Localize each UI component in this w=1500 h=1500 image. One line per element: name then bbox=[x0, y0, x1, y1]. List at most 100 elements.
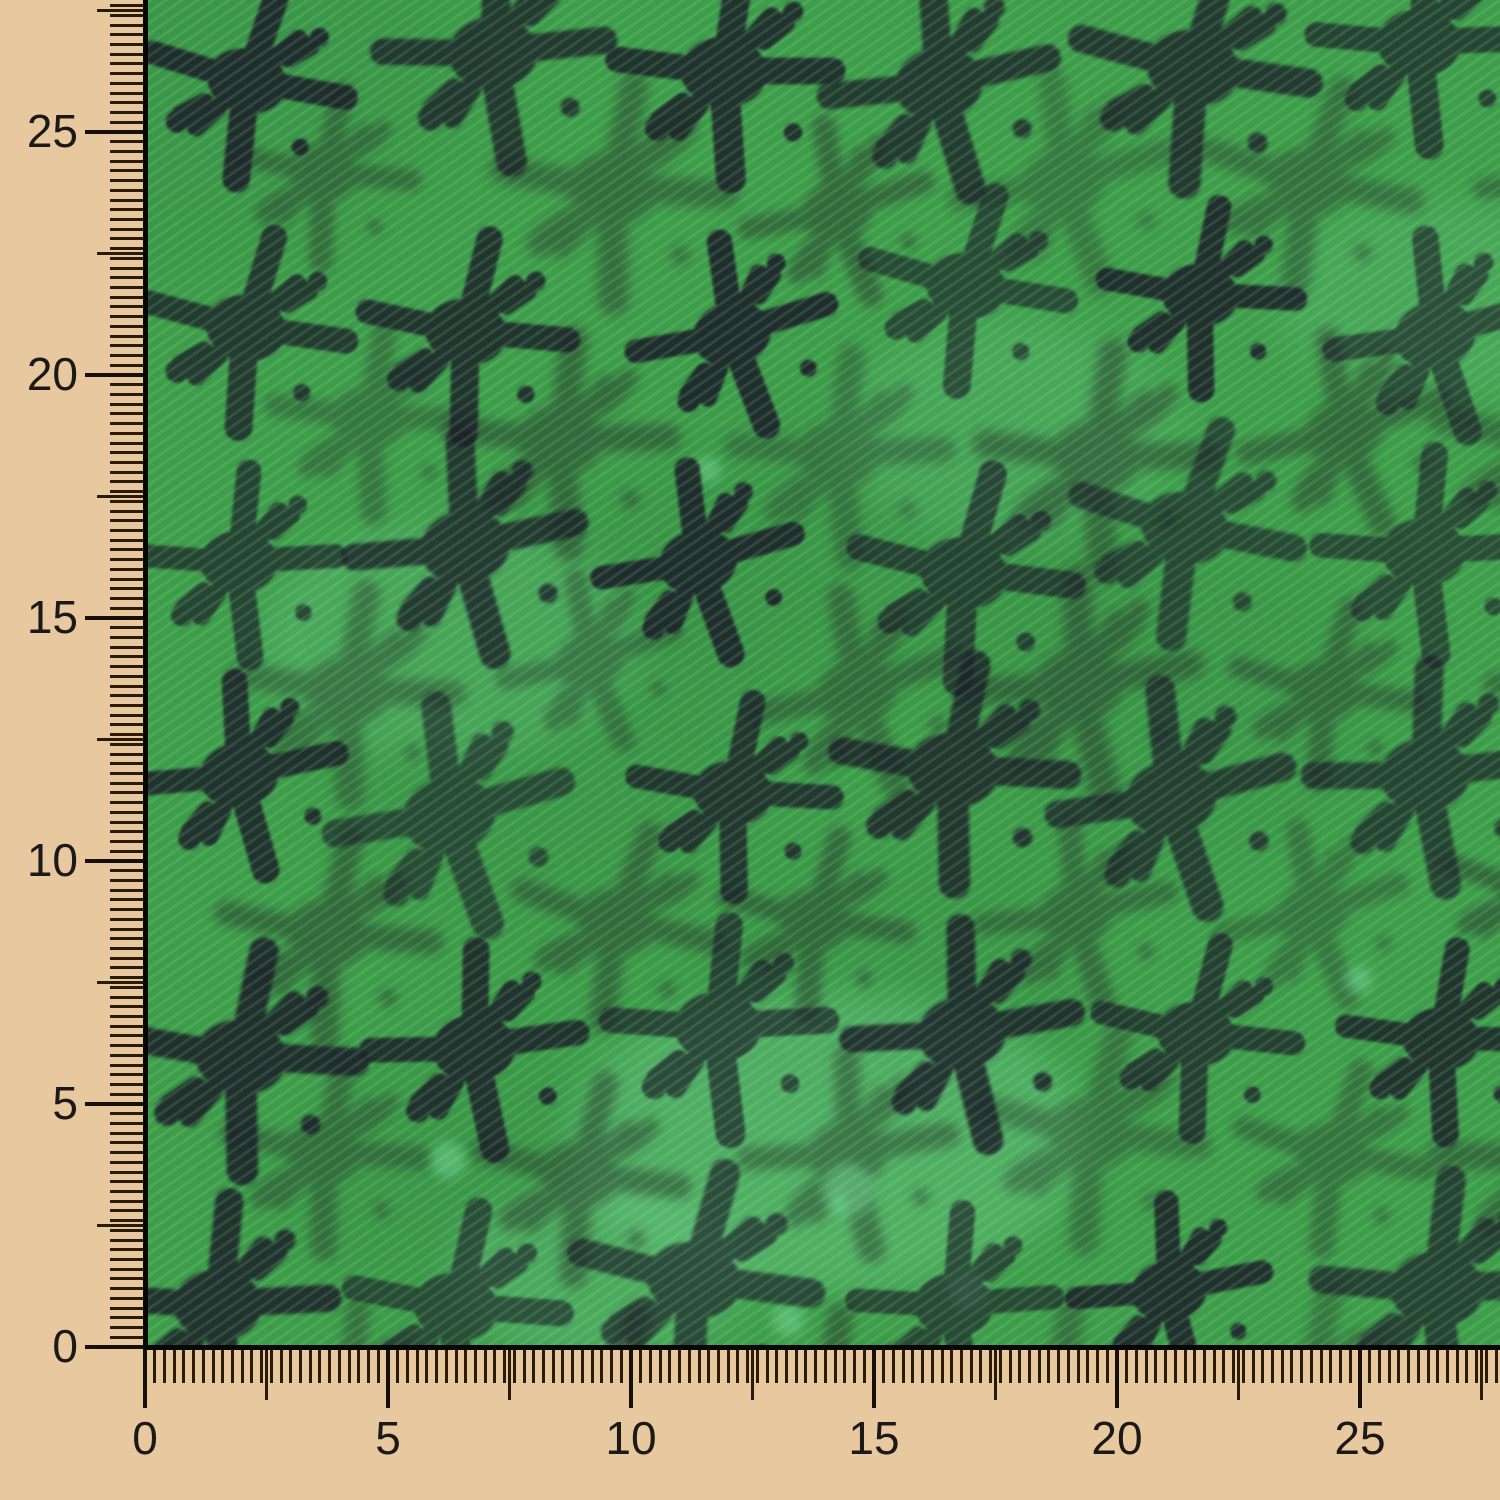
v-minor-tick bbox=[110, 985, 143, 989]
h-minor-tick bbox=[1436, 1350, 1440, 1383]
h-minor-tick bbox=[979, 1350, 983, 1383]
h-minor-tick bbox=[551, 1350, 555, 1383]
v-minor-tick bbox=[110, 558, 143, 562]
h-minor-tick bbox=[775, 1350, 779, 1383]
h-minor-tick bbox=[1212, 1350, 1216, 1383]
v-minor-tick bbox=[110, 567, 143, 571]
h-minor-tick bbox=[425, 1350, 429, 1383]
v-minor-tick bbox=[110, 295, 143, 299]
h-minor-tick bbox=[308, 1350, 312, 1383]
v-minor-tick bbox=[110, 626, 143, 630]
v-minor-tick bbox=[110, 830, 143, 834]
h-minor-tick bbox=[1309, 1350, 1313, 1383]
h-number-tick bbox=[1358, 1350, 1362, 1408]
h-minor-tick bbox=[1173, 1350, 1177, 1383]
v-number-tick bbox=[85, 373, 143, 377]
h-minor-tick bbox=[1251, 1350, 1255, 1383]
h-medium-tick bbox=[994, 1350, 997, 1400]
h-minor-tick bbox=[415, 1350, 419, 1383]
v-minor-tick bbox=[110, 227, 143, 231]
h-minor-tick bbox=[580, 1350, 584, 1383]
h-minor-tick bbox=[250, 1350, 254, 1383]
h-minor-tick bbox=[473, 1350, 477, 1383]
v-minor-tick bbox=[110, 120, 143, 124]
v-medium-tick bbox=[97, 738, 143, 741]
v-minor-tick bbox=[110, 1053, 143, 1057]
v-minor-tick bbox=[110, 1044, 143, 1048]
v-minor-tick bbox=[110, 1034, 143, 1038]
v-minor-tick bbox=[110, 1238, 143, 1242]
v-minor-tick bbox=[110, 976, 143, 980]
h-minor-tick bbox=[571, 1350, 575, 1383]
v-minor-tick bbox=[110, 577, 143, 581]
h-minor-tick bbox=[201, 1350, 205, 1383]
v-minor-tick bbox=[110, 451, 143, 455]
v-minor-tick bbox=[110, 946, 143, 950]
v-minor-tick bbox=[110, 43, 143, 47]
h-minor-tick bbox=[1144, 1350, 1148, 1383]
h-minor-tick bbox=[1319, 1350, 1323, 1383]
h-ruler-label-15: 15 bbox=[848, 1412, 900, 1464]
v-minor-tick bbox=[110, 81, 143, 85]
v-minor-tick bbox=[110, 490, 143, 494]
v-minor-tick bbox=[110, 810, 143, 814]
h-minor-tick bbox=[930, 1350, 934, 1383]
v-minor-tick bbox=[110, 1189, 143, 1193]
h-minor-tick bbox=[1096, 1350, 1100, 1383]
v-ruler-label-25: 25 bbox=[26, 105, 78, 157]
h-minor-tick bbox=[619, 1350, 623, 1383]
h-minor-tick bbox=[998, 1350, 1002, 1383]
v-minor-tick bbox=[110, 694, 143, 698]
h-minor-tick bbox=[454, 1350, 458, 1383]
v-minor-tick bbox=[110, 840, 143, 844]
v-minor-tick bbox=[110, 1170, 143, 1174]
v-minor-tick bbox=[110, 878, 143, 882]
v-minor-tick bbox=[110, 286, 143, 290]
h-minor-tick bbox=[794, 1350, 798, 1383]
h-minor-tick bbox=[1290, 1350, 1294, 1383]
h-minor-tick bbox=[1445, 1350, 1449, 1383]
v-minor-tick bbox=[110, 956, 143, 960]
v-minor-tick bbox=[110, 499, 143, 503]
h-ruler-label-25: 25 bbox=[1334, 1412, 1386, 1464]
h-minor-tick bbox=[843, 1350, 847, 1383]
fabric-pattern bbox=[148, 0, 1500, 1345]
h-minor-tick bbox=[1368, 1350, 1372, 1383]
h-minor-tick bbox=[1377, 1350, 1381, 1383]
v-minor-tick bbox=[110, 62, 143, 66]
h-minor-tick bbox=[1105, 1350, 1109, 1383]
h-medium-tick bbox=[508, 1350, 511, 1400]
h-minor-tick bbox=[1241, 1350, 1245, 1383]
h-minor-tick bbox=[337, 1350, 341, 1383]
h-minor-tick bbox=[269, 1350, 273, 1383]
v-minor-tick bbox=[110, 101, 143, 105]
v-minor-tick bbox=[110, 1015, 143, 1019]
v-minor-tick bbox=[110, 52, 143, 56]
h-ruler-label-20: 20 bbox=[1091, 1412, 1143, 1464]
v-minor-tick bbox=[110, 1180, 143, 1184]
v-minor-tick bbox=[110, 179, 143, 183]
h-minor-tick bbox=[1008, 1350, 1012, 1383]
fabric-swatch bbox=[143, 0, 1500, 1350]
v-minor-tick bbox=[110, 33, 143, 37]
v-ruler-label-10: 10 bbox=[26, 834, 78, 886]
v-minor-tick bbox=[110, 13, 143, 17]
h-minor-tick bbox=[716, 1350, 720, 1383]
h-ruler-label-5: 5 bbox=[375, 1412, 401, 1464]
v-minor-tick bbox=[110, 363, 143, 367]
v-minor-tick bbox=[110, 1121, 143, 1125]
h-minor-tick bbox=[279, 1350, 283, 1383]
h-minor-tick bbox=[804, 1350, 808, 1383]
v-minor-tick bbox=[110, 888, 143, 892]
h-minor-tick bbox=[1348, 1350, 1352, 1383]
h-minor-tick bbox=[1271, 1350, 1275, 1383]
v-minor-tick bbox=[110, 169, 143, 173]
v-minor-tick bbox=[110, 431, 143, 435]
h-minor-tick bbox=[1397, 1350, 1401, 1383]
h-minor-tick bbox=[1475, 1350, 1479, 1383]
h-minor-tick bbox=[367, 1350, 371, 1383]
v-medium-tick bbox=[97, 495, 143, 498]
v-medium-tick bbox=[97, 981, 143, 984]
v-minor-tick bbox=[110, 441, 143, 445]
h-minor-tick bbox=[707, 1350, 711, 1383]
